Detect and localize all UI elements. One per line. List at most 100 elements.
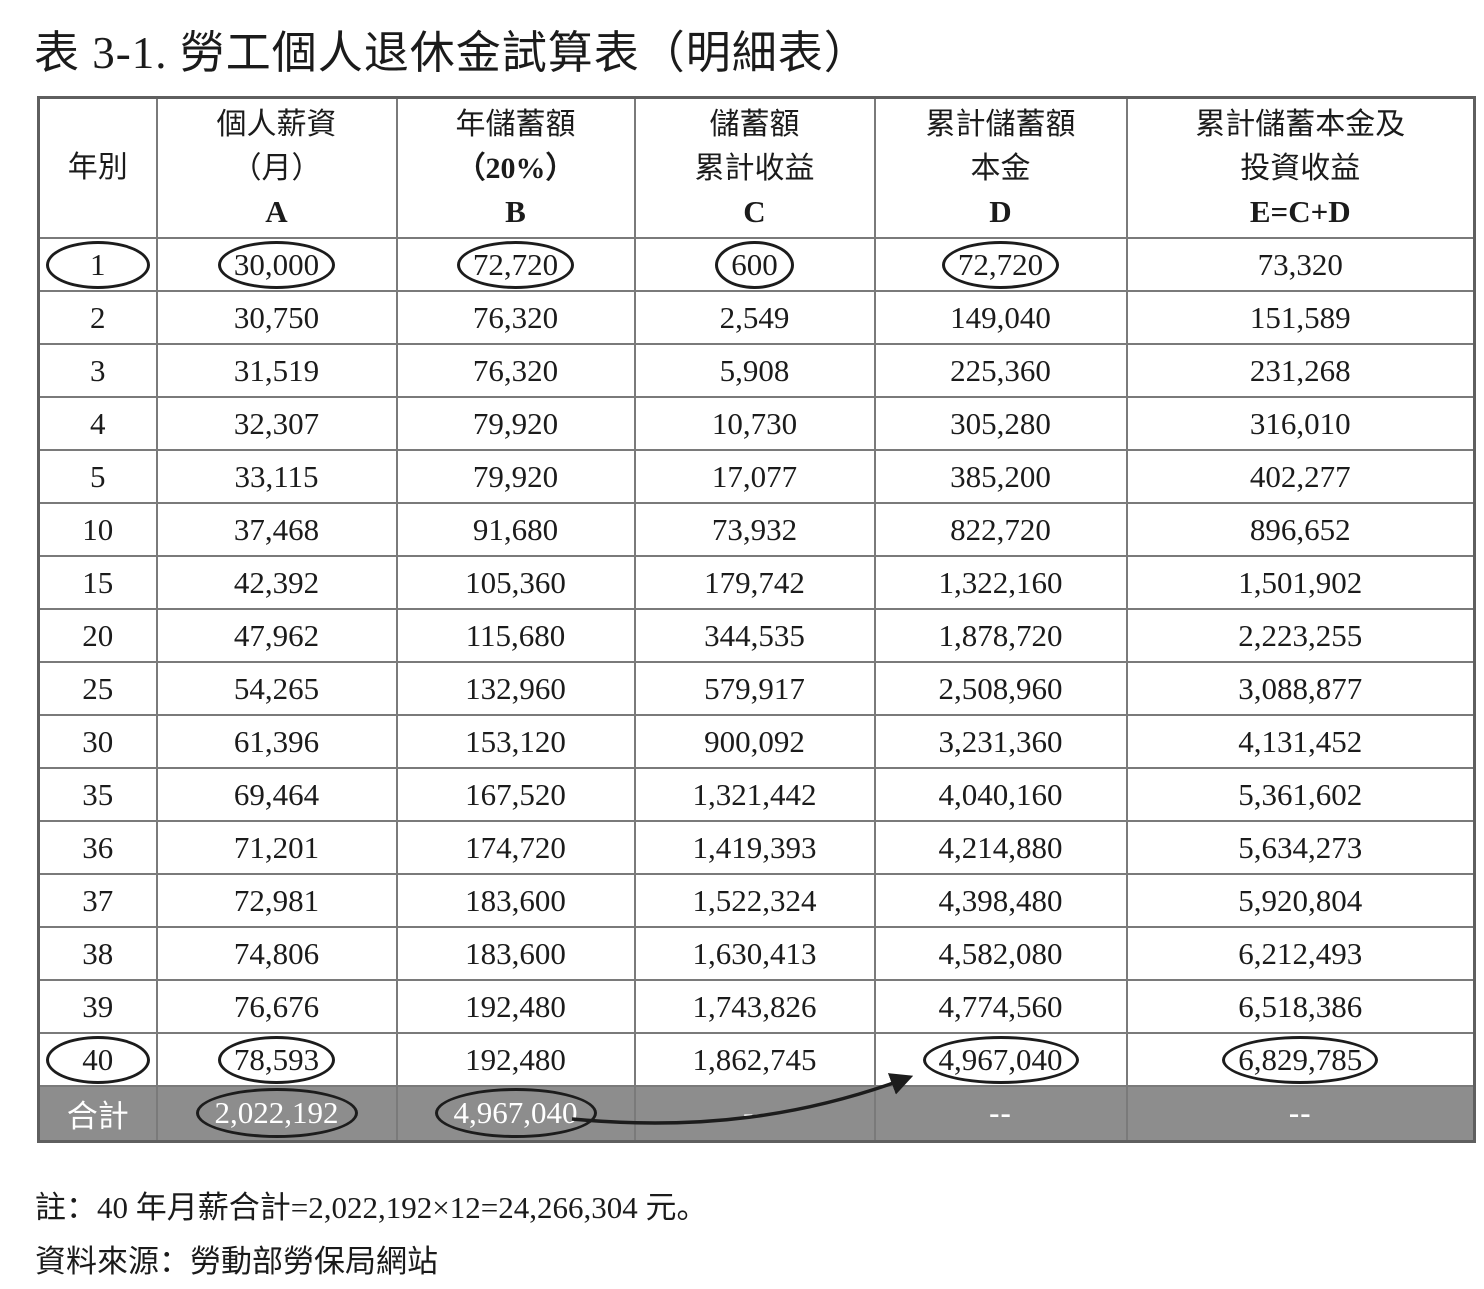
amount-value: 183,600 <box>465 882 566 918</box>
cell-b: 115,680 <box>395 608 636 663</box>
amount-value: 5,908 <box>719 352 790 388</box>
amount-value: 2,223,255 <box>1238 617 1363 653</box>
amount-value: 33,115 <box>234 458 319 494</box>
year-value: 37 <box>82 882 114 918</box>
amount-value: 6,212,493 <box>1238 935 1363 971</box>
table-row: 3 31,519 76,320 5,908 225,360 231,268 <box>37 343 1476 398</box>
cell-a: 61,396 <box>155 714 398 769</box>
amount-value: 4,967,040 <box>434 1088 597 1139</box>
amount-value: 76,320 <box>472 299 559 335</box>
amount-value: 167,520 <box>465 776 566 812</box>
table-row: 1 30,000 72,720 600 72,720 73,320 <box>37 237 1476 292</box>
amount-value: 73,320 <box>1257 246 1343 282</box>
cell-c: 17,077 <box>633 449 876 504</box>
cell-b: 4,967,040 <box>395 1085 636 1142</box>
amount-value: 105,360 <box>465 564 566 600</box>
cell-c: 1,862,745 <box>633 1032 876 1087</box>
amount-value: 132,960 <box>465 670 566 706</box>
amount-value: 42,392 <box>233 564 320 600</box>
header-label: 儲蓄額 <box>709 108 800 141</box>
amount-value: 76,320 <box>472 352 559 388</box>
cell-d: 1,322,160 <box>873 555 1128 610</box>
amount-value: 179,742 <box>704 564 805 600</box>
cell-year: 40 <box>37 1032 158 1087</box>
cell-e: 2,223,255 <box>1125 608 1476 663</box>
cell-b: 105,360 <box>395 555 636 610</box>
cell-d: 225,360 <box>873 343 1128 398</box>
cell-year: 合計 <box>37 1085 158 1142</box>
amount-value: 900,092 <box>704 723 805 759</box>
column-header-e: 累計儲蓄本金及 投資收益 E=C+D <box>1125 96 1476 239</box>
amount-value: 72,720 <box>941 240 1060 289</box>
amount-value: 2,508,960 <box>938 670 1063 706</box>
cell-c: 900,092 <box>633 714 876 769</box>
amount-value: 74,806 <box>233 935 320 971</box>
amount-value: 151,589 <box>1249 299 1351 335</box>
year-value: 40 <box>45 1035 150 1084</box>
amount-value: 4,040,160 <box>938 776 1063 812</box>
year-value: 25 <box>82 670 114 706</box>
amount-value: -- <box>989 1095 1012 1131</box>
amount-value: 1,419,393 <box>692 829 817 865</box>
amount-value: 54,265 <box>233 670 320 706</box>
cell-c: 1,743,826 <box>633 979 876 1034</box>
amount-value: 37,468 <box>233 511 320 547</box>
amount-value: 31,519 <box>233 352 320 388</box>
amount-value: 183,600 <box>465 935 566 971</box>
cell-a: 54,265 <box>155 661 398 716</box>
year-value: 5 <box>90 458 106 494</box>
cell-a: 42,392 <box>155 555 398 610</box>
cell-c: 5,908 <box>633 343 876 398</box>
cell-d: 822,720 <box>873 502 1128 557</box>
amount-value: 71,201 <box>233 829 320 865</box>
table-row: 15 42,392 105,360 179,742 1,322,160 1,501,902 <box>37 555 1476 610</box>
cell-b: 192,480 <box>395 979 636 1034</box>
cell-e: 73,320 <box>1125 237 1476 292</box>
amount-value: 69,464 <box>233 776 320 812</box>
cell-year: 25 <box>37 661 158 716</box>
cell-e: 5,634,273 <box>1125 820 1476 875</box>
amount-value: 5,361,602 <box>1238 776 1363 812</box>
amount-value: 5,634,273 <box>1238 829 1363 865</box>
table-row: 20 47,962 115,680 344,535 1,878,720 2,223,255 <box>37 608 1476 663</box>
cell-a: 30,000 <box>155 237 398 292</box>
cell-year: 1 <box>37 237 158 292</box>
amount-value: 1,501,902 <box>1238 564 1363 600</box>
year-value: 30 <box>82 723 114 759</box>
year-value: 2 <box>90 299 106 335</box>
cell-d: 4,040,160 <box>873 767 1128 822</box>
cell-e: -- <box>1125 1085 1476 1142</box>
cell-c: 1,522,324 <box>633 873 876 928</box>
amount-value: 822,720 <box>950 511 1051 547</box>
amount-value: 225,360 <box>950 352 1051 388</box>
year-value: 15 <box>82 564 114 600</box>
header-letter: A <box>265 194 288 229</box>
amount-value: 1,862,745 <box>692 1041 817 1077</box>
column-header-d: 累計儲蓄額 本金 D <box>873 96 1128 239</box>
amount-value: 579,917 <box>704 670 805 706</box>
cell-e: 1,501,902 <box>1125 555 1476 610</box>
amount-value: 76,676 <box>233 988 320 1024</box>
amount-value: 2,022,192 <box>195 1088 358 1139</box>
amount-value: 4,582,080 <box>938 935 1063 971</box>
cell-b: 153,120 <box>395 714 636 769</box>
cell-b: 72,720 <box>395 237 636 292</box>
amount-value: 72,720 <box>456 240 575 289</box>
cell-c: 1,419,393 <box>633 820 876 875</box>
amount-value: 1,878,720 <box>938 617 1063 653</box>
amount-value: 72,981 <box>233 882 320 918</box>
cell-year: 38 <box>37 926 158 981</box>
amount-value: 153,120 <box>465 723 566 759</box>
year-value: 1 <box>45 240 150 289</box>
table-header: 年別 個人薪資 （月） A 年儲蓄額 （20%） B <box>37 96 1476 239</box>
cell-d: 305,280 <box>873 396 1128 451</box>
amount-value: -- <box>1288 1095 1312 1131</box>
header-sublabel: 累計收益 <box>694 152 815 185</box>
cell-a: 72,981 <box>155 873 398 928</box>
cell-d: 4,398,480 <box>873 873 1128 928</box>
amount-value: 149,040 <box>950 299 1051 335</box>
cell-d: 4,214,880 <box>873 820 1128 875</box>
cell-a: 32,307 <box>155 396 398 451</box>
cell-b: 91,680 <box>395 502 636 557</box>
total-row: 合計 2,022,192 4,967,040 -- -- -- <box>37 1085 1476 1142</box>
